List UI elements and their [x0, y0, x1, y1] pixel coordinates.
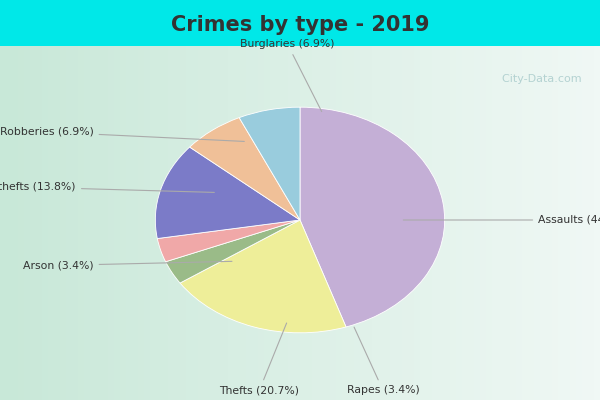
- Wedge shape: [166, 220, 300, 283]
- Wedge shape: [157, 220, 300, 262]
- Wedge shape: [155, 147, 300, 238]
- Wedge shape: [239, 107, 300, 220]
- Text: City-Data.com: City-Data.com: [496, 74, 582, 84]
- Text: Arson (3.4%): Arson (3.4%): [23, 260, 232, 270]
- Wedge shape: [190, 118, 300, 220]
- Wedge shape: [180, 220, 346, 333]
- Text: Auto thefts (13.8%): Auto thefts (13.8%): [0, 182, 214, 192]
- Text: Thefts (20.7%): Thefts (20.7%): [220, 323, 299, 395]
- Text: Burglaries (6.9%): Burglaries (6.9%): [241, 39, 335, 112]
- Wedge shape: [300, 107, 445, 327]
- Text: Assaults (44.8%): Assaults (44.8%): [403, 215, 600, 225]
- Text: Robberies (6.9%): Robberies (6.9%): [0, 127, 244, 142]
- Text: Crimes by type - 2019: Crimes by type - 2019: [171, 15, 429, 35]
- Text: Rapes (3.4%): Rapes (3.4%): [347, 327, 419, 395]
